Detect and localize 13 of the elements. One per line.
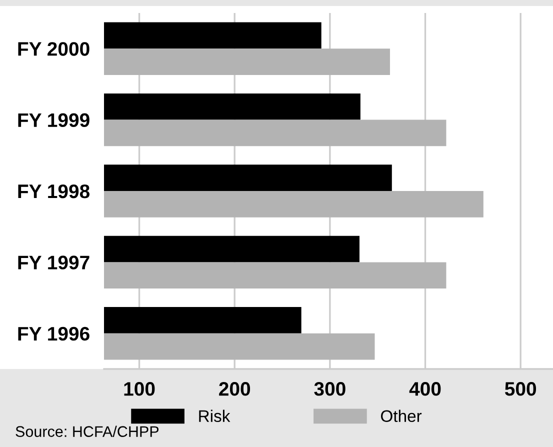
y-tick-label: FY 1997 (18, 256, 90, 270)
x-tick-label: 300 (314, 382, 346, 396)
x-tick-label: 500 (504, 382, 536, 396)
y-tick-label: FY 2000 (18, 42, 90, 56)
y-tick-label: FY 1996 (18, 326, 90, 341)
source-note: Source: HCFA/CHPP (16, 426, 159, 437)
x-tick-label: 400 (409, 382, 441, 396)
legend-label: Other (380, 410, 422, 422)
y-tick-label: FY 1999 (18, 113, 90, 128)
legend-label: Risk (199, 410, 230, 422)
x-tick-label: 100 (124, 382, 155, 396)
x-tick-label: 200 (219, 382, 250, 396)
y-tick-label: FY 1998 (18, 184, 90, 198)
